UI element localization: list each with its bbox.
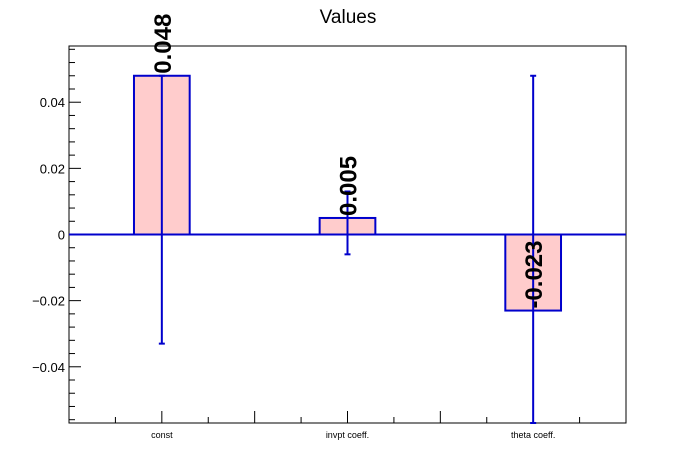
data-labels: 0.048 0.005 -0.023 [150,14,548,309]
x-axis [114,411,581,423]
data-label-1: 0.005 [336,156,363,216]
y-tick-label: 0.02 [40,161,65,176]
chart-title: Values [320,7,377,28]
y-tick-label: 0.04 [40,95,65,110]
category-labels: const invpt coeff. theta coeff. [151,430,555,440]
data-label-0: 0.048 [150,14,177,74]
y-tick-label: −0.04 [32,360,65,375]
y-tick-label: 0 [58,228,65,243]
error-bars [158,74,537,424]
category-label-0: const [151,430,173,440]
category-label-1: invpt coeff. [326,430,369,440]
data-label-2: -0.023 [521,240,548,308]
y-axis: −0.04 −0.02 0 0.02 0.04 [32,48,81,421]
category-label-2: theta coeff. [511,430,555,440]
y-tick-label: −0.02 [32,294,65,309]
